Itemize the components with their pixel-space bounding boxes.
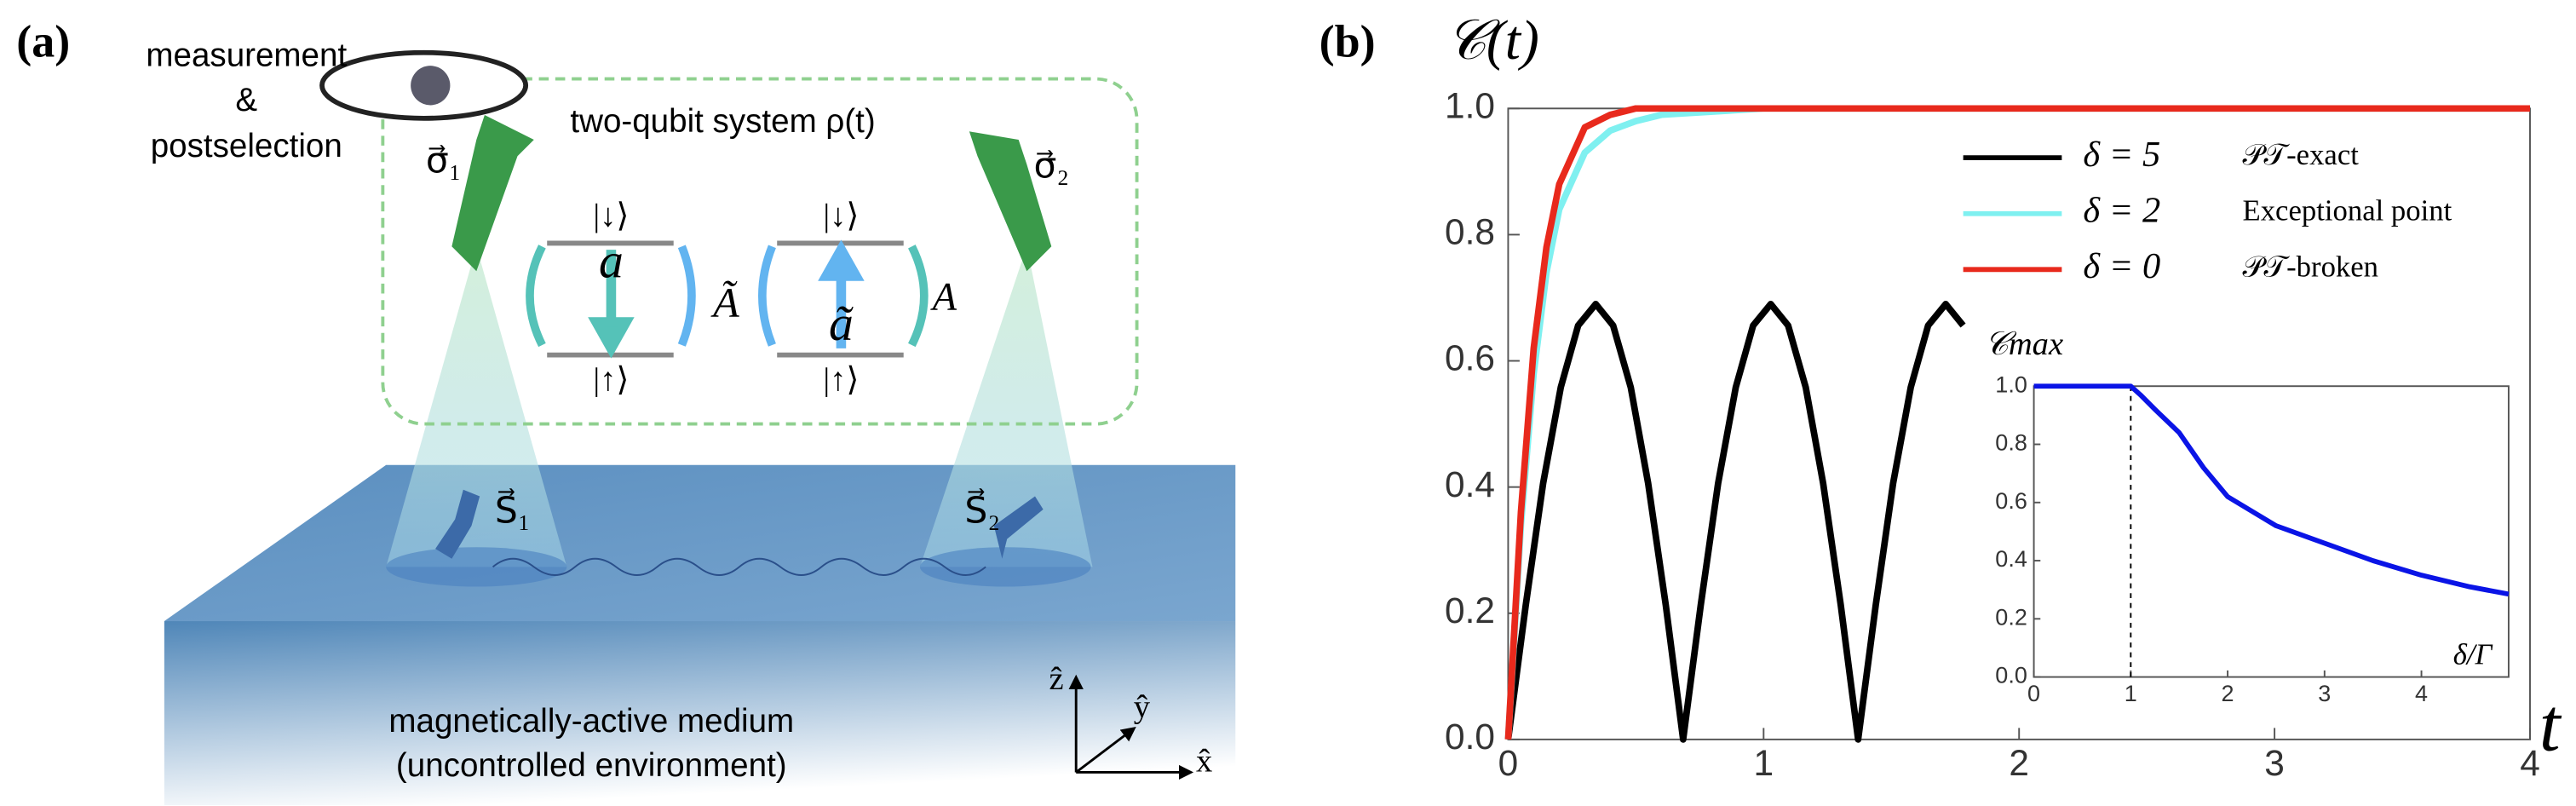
y-tick-label: 0.2 xyxy=(1445,590,1495,630)
x-tick-label: 1 xyxy=(2125,681,2137,706)
decay-arrow xyxy=(588,250,635,359)
legend-label: δ = 0 xyxy=(2083,246,2160,286)
transfer-arrow xyxy=(677,245,696,347)
label: |↑⟩ xyxy=(593,362,629,398)
label: σ⃗₁ xyxy=(426,141,462,181)
eye-iris xyxy=(411,66,451,106)
spot xyxy=(386,547,567,587)
x-tick-label: 4 xyxy=(2520,743,2540,783)
y-tick-label: 0.4 xyxy=(1445,464,1495,504)
series-line xyxy=(1504,301,1966,743)
series-line xyxy=(1504,105,2530,740)
transfer-arrow xyxy=(526,245,546,348)
x-tick-label: 3 xyxy=(2318,681,2331,706)
spot xyxy=(920,547,1091,587)
x-tick-label: 3 xyxy=(2264,743,2285,783)
system-label: two-qubit system ρ(t) xyxy=(570,103,875,140)
spin xyxy=(435,489,480,559)
panel-a: (a) measurement & postselection two-qubi… xyxy=(16,15,1236,806)
sensor xyxy=(451,115,534,272)
panel-label: (a) xyxy=(16,15,70,66)
wave xyxy=(492,557,986,576)
x-axis-label: δ/Γ xyxy=(2453,637,2493,671)
transfer-arrow xyxy=(908,245,929,348)
legend-label: δ = 2 xyxy=(2083,190,2160,230)
x-axis-label: t xyxy=(2539,684,2562,768)
label: measurement xyxy=(146,37,347,74)
sensor xyxy=(969,131,1052,272)
label: S⃗₂ xyxy=(964,489,1000,532)
label: & xyxy=(235,82,257,118)
legend-note: 𝒫𝒯-broken xyxy=(2243,250,2379,283)
y-tick-label: 0.0 xyxy=(1995,663,2027,688)
x-tick-label: 0 xyxy=(1498,743,1519,783)
y-tick-label: 0.6 xyxy=(1995,488,2027,514)
label: a xyxy=(599,233,624,289)
pump-arrow xyxy=(818,239,865,348)
y-tick-label: 0.8 xyxy=(1995,430,2027,456)
label: x̂ xyxy=(1196,744,1212,780)
plot-frame xyxy=(2033,385,2510,678)
x-tick-label: 4 xyxy=(2415,681,2428,706)
label: A xyxy=(930,276,957,320)
legend-note: 𝒫𝒯-exact xyxy=(2243,138,2360,171)
x-tick-label: 1 xyxy=(1754,743,1774,783)
y-tick-label: 0.0 xyxy=(1445,717,1495,757)
label: (uncontrolled environment) xyxy=(396,747,787,784)
transfer-arrow xyxy=(758,245,776,347)
y-tick-label: 0.2 xyxy=(1995,604,2027,630)
label: ã xyxy=(829,296,854,351)
y-tick-label: 1.0 xyxy=(1445,86,1495,126)
y-tick-label: 0.8 xyxy=(1445,212,1495,252)
label: |↓⟩ xyxy=(823,198,859,233)
label: Ã xyxy=(710,279,739,326)
legend-note: Exceptional point xyxy=(2243,194,2452,227)
x-tick-label: 0 xyxy=(2027,681,2040,706)
axis-y xyxy=(1075,726,1136,774)
label: S⃗₁ xyxy=(495,489,531,532)
label: postselection xyxy=(151,128,342,164)
system-box xyxy=(381,77,1139,426)
series-line xyxy=(2033,383,2510,597)
y-axis-label: 𝒞max xyxy=(1985,326,2063,362)
x-tick-label: 2 xyxy=(2009,743,2029,783)
label: |↓⟩ xyxy=(593,198,629,233)
legend-label: δ = 5 xyxy=(2083,135,2160,175)
label: σ⃗₂ xyxy=(1033,146,1069,186)
label: ẑ xyxy=(1049,661,1064,697)
y-axis-label: 𝒞(t) xyxy=(1446,10,1539,72)
cone xyxy=(386,246,567,567)
label: |↑⟩ xyxy=(823,362,859,398)
panel-label: (b) xyxy=(1320,15,1376,66)
x-tick-label: 2 xyxy=(2222,681,2234,706)
label: ŷ xyxy=(1134,689,1151,725)
y-tick-label: 0.4 xyxy=(1995,546,2027,572)
label: magnetically-active medium xyxy=(388,703,794,740)
y-tick-label: 1.0 xyxy=(1995,371,2027,397)
medium-front xyxy=(164,621,1236,806)
spin xyxy=(993,496,1044,559)
cone xyxy=(920,246,1093,567)
y-tick-label: 0.6 xyxy=(1445,338,1495,378)
